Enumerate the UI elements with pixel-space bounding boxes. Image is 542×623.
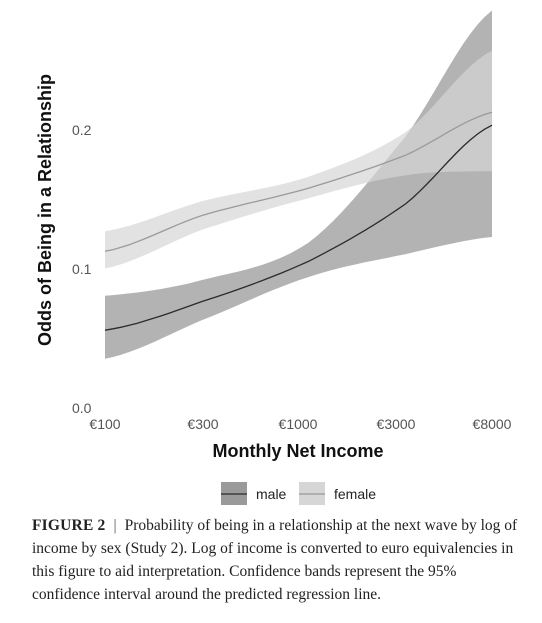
y-axis-title: Odds of Being in a Relationship [35, 74, 55, 346]
legend-label-male: male [256, 486, 287, 502]
regression-line-male [104, 124, 493, 331]
confidence-band-female [105, 50, 492, 269]
x-axis-title: Monthly Net Income [212, 441, 383, 461]
confidence-band-male [105, 10, 492, 359]
chart: 0.0 0.1 0.2 €100 €300 €1000 €3000 €8000 … [35, 10, 512, 505]
caption-separator: | [113, 517, 117, 534]
regression-line-female [104, 111, 493, 252]
figure-label: FIGURE 2 [32, 517, 106, 534]
legend: male female [221, 482, 376, 505]
x-tick-label-1: €300 [187, 416, 218, 432]
x-tick-label-4: €8000 [473, 416, 512, 432]
x-tick-label-2: €1000 [279, 416, 318, 432]
y-tick-label-1: 0.1 [72, 261, 92, 277]
y-tick-label-0: 0.0 [72, 400, 92, 416]
y-tick-label-2: 0.2 [72, 122, 92, 138]
x-tick-label-0: €100 [89, 416, 120, 432]
confidence-bands [105, 10, 492, 359]
x-tick-label-3: €3000 [377, 416, 416, 432]
regression-lines [104, 111, 493, 331]
caption-text: Probability of being in a relationship a… [32, 517, 518, 603]
legend-label-female: female [334, 486, 376, 502]
figure-caption: FIGURE 2 | Probability of being in a relat… [32, 514, 524, 606]
